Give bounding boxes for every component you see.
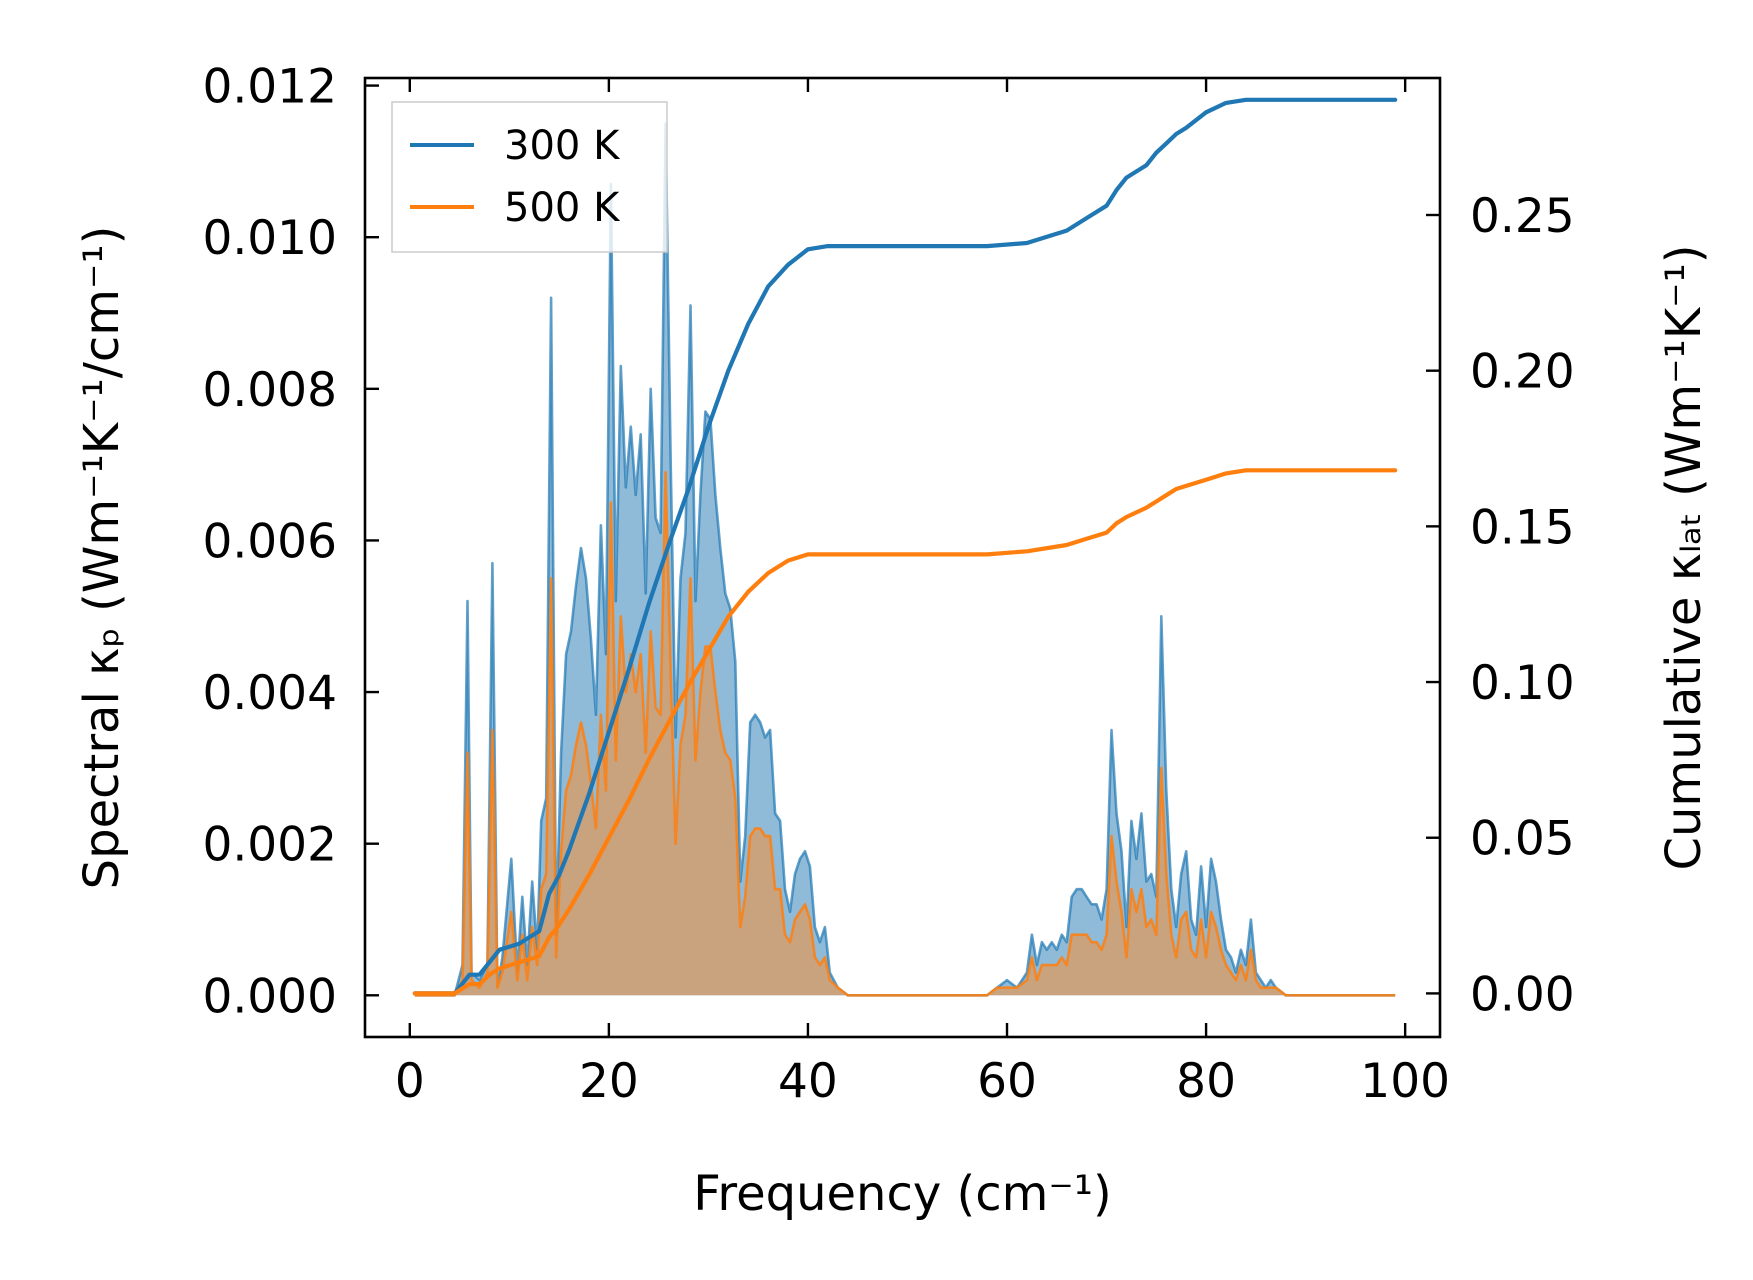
y-left-tick-label: 0.000 <box>202 969 337 1024</box>
cumulative-line-500k <box>412 468 1398 996</box>
y-left-tick-label: 0.004 <box>202 666 337 721</box>
cumulative-layer <box>412 97 1398 996</box>
spectral-line-500k <box>414 470 1396 997</box>
legend-box <box>391 101 668 253</box>
y-right-axis-label: Cumulative κₗₐₜ (Wm⁻¹K⁻¹) <box>1656 245 1712 871</box>
y-left-tick-label: 0.008 <box>202 363 337 418</box>
y-left-tick-label: 0.010 <box>202 211 337 266</box>
y-right-tick-label: 0.25 <box>1470 189 1575 244</box>
y-right-tick-label: 0.15 <box>1470 500 1575 555</box>
legend-label-300k: 300 K <box>504 123 621 169</box>
spectral-fill-500k <box>414 472 1396 996</box>
legend: 300 K 500 K <box>391 101 668 253</box>
y-right-tick-label: 0.05 <box>1470 812 1575 867</box>
y-right-tick-label: 0.00 <box>1470 967 1575 1022</box>
plot-frame <box>363 76 1442 1039</box>
x-axis-label: Frequency (cm⁻¹) <box>693 1166 1111 1222</box>
spectra-layer <box>414 122 1396 997</box>
cumulative-line-300k <box>412 97 1398 996</box>
legend-label-500k: 500 K <box>504 185 621 231</box>
spectral-line-300k <box>414 122 1396 997</box>
x-tick-label: 60 <box>977 1054 1037 1109</box>
x-tick-label: 80 <box>1176 1054 1236 1109</box>
y-right-tick-label: 0.10 <box>1470 656 1575 711</box>
x-tick-label: 100 <box>1360 1054 1450 1109</box>
ticks-layer: 0 20 40 60 80 100 0.000 0.002 0.004 0.006 0.008 0.0… <box>202 60 1574 1109</box>
y-left-tick-label: 0.002 <box>202 818 337 873</box>
y-right-tick-label: 0.20 <box>1470 345 1575 400</box>
y-left-tick-label: 0.006 <box>202 514 337 569</box>
x-tick-label: 0 <box>395 1054 425 1109</box>
y-left-axis-label: Spectral κₚ (Wm⁻¹K⁻¹/cm⁻¹) <box>74 226 130 890</box>
x-tick-label: 40 <box>778 1054 838 1109</box>
y-left-tick-label: 0.012 <box>202 60 337 115</box>
x-tick-label: 20 <box>579 1054 639 1109</box>
